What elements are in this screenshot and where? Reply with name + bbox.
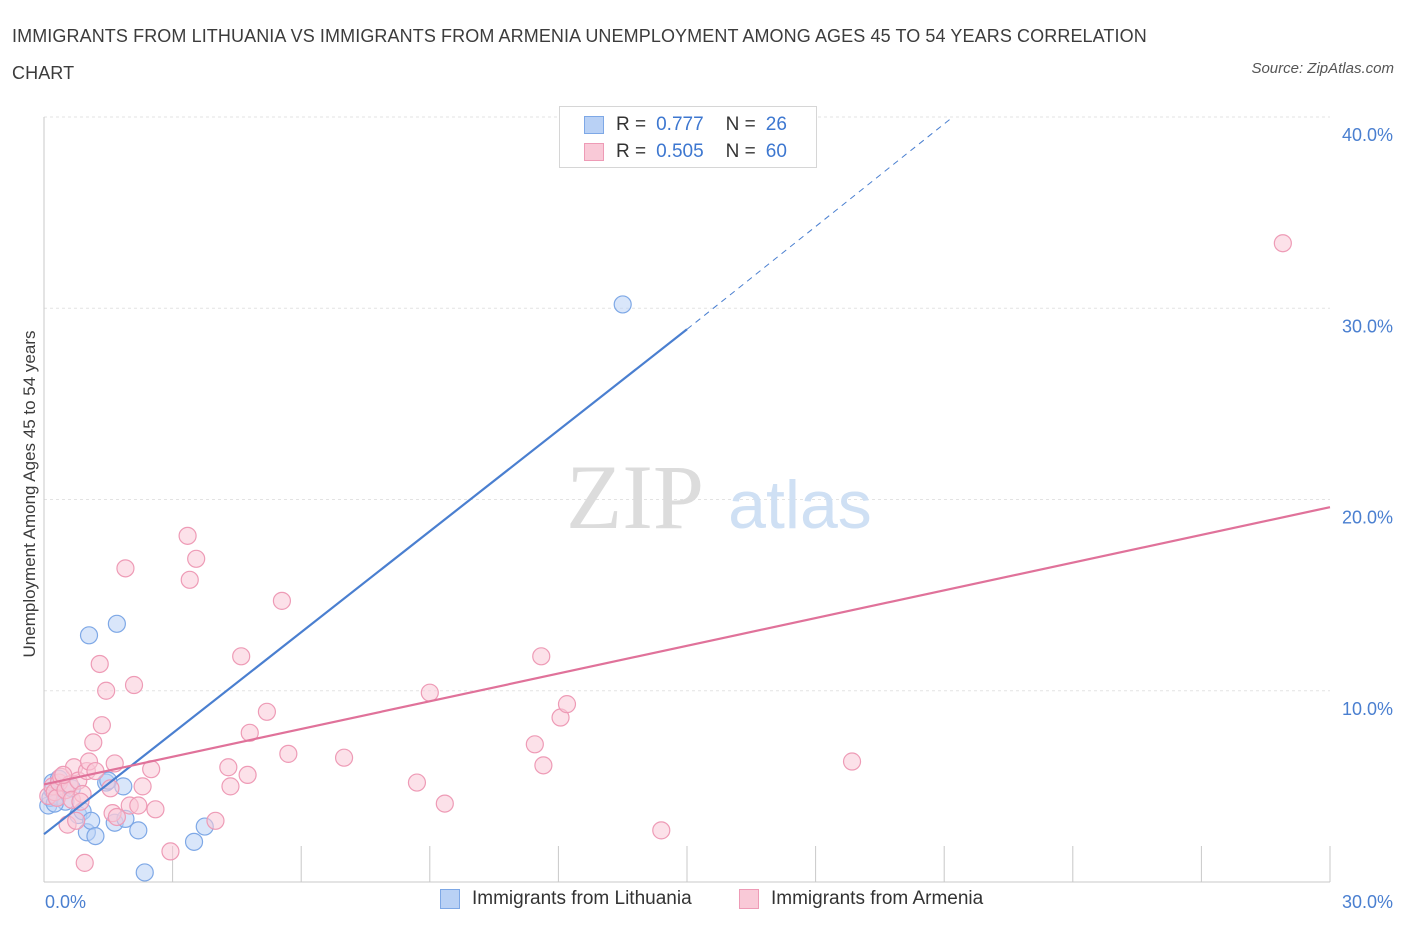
data-point [124, 675, 144, 695]
series-armenia-points [39, 234, 1292, 872]
r-label: R = [616, 114, 647, 135]
stats-swatch-lithuania [584, 116, 604, 134]
data-point [133, 777, 152, 796]
data-point [532, 647, 551, 666]
data-point [71, 792, 90, 811]
data-point [206, 811, 225, 830]
y-tick-label: 10.0% [1342, 699, 1393, 719]
stats-swatch-armenia [584, 143, 604, 161]
legend-swatch-lithuania [440, 889, 460, 909]
chart-title: IMMIGRANTS FROM LITHUANIA VS IMMIGRANTS … [12, 26, 1147, 83]
data-point [92, 716, 111, 735]
stats-row-armenia: R = 0.505 N = 60 [584, 138, 787, 166]
data-point [525, 735, 544, 754]
data-point [178, 526, 197, 545]
n-label: N = [725, 141, 756, 162]
r-value: 0.505 [656, 141, 704, 162]
data-point [146, 800, 165, 819]
legend-swatch-armenia [739, 889, 759, 909]
legend-item-armenia[interactable]: Immigrants from Armenia [739, 888, 983, 910]
r-label: R = [616, 141, 647, 162]
data-point [79, 626, 99, 645]
data-point [86, 826, 105, 846]
data-point [613, 295, 632, 314]
data-point [97, 681, 116, 700]
y-tick-label: 20.0% [1342, 508, 1393, 528]
stats-box: R = 0.777 N = 26 R = 0.505 N = 60 [559, 106, 817, 168]
stats-row-lithuania: R = 0.777 N = 26 [584, 111, 787, 139]
data-point [1273, 234, 1292, 253]
data-point [435, 794, 454, 813]
watermark-zip: ZIP [566, 446, 704, 548]
n-value: 26 [765, 114, 787, 135]
data-point [90, 654, 109, 674]
y-tick-label: 40.0% [1342, 125, 1393, 145]
data-point [232, 647, 251, 666]
data-point [116, 559, 135, 578]
data-point [257, 702, 277, 721]
legend-label-armenia: Immigrants from Armenia [771, 888, 984, 909]
x-tick-label: 30.0% [1342, 892, 1393, 912]
data-point [219, 758, 238, 777]
data-point [420, 683, 439, 702]
data-point [84, 733, 103, 752]
data-point [240, 723, 259, 742]
data-point [67, 811, 86, 830]
data-point [557, 695, 577, 714]
tick-labels: 10.0% 20.0% 30.0% 40.0% 0.0% 30.0% [45, 125, 1393, 912]
data-point [842, 752, 862, 771]
legend: Immigrants from Lithuania Immigrants fro… [0, 888, 1406, 916]
data-point [279, 744, 298, 763]
data-point [135, 863, 154, 882]
data-point [652, 821, 671, 840]
data-point [534, 756, 553, 775]
data-point [238, 765, 257, 785]
data-point [407, 773, 427, 792]
trend-line-extension [686, 116, 954, 330]
n-label: N = [725, 114, 756, 135]
gridlines [44, 116, 1330, 692]
data-point [161, 842, 180, 861]
source-label: Source: ZipAtlas.com [1251, 60, 1394, 77]
data-point [107, 807, 126, 827]
data-point [180, 570, 199, 589]
data-point [129, 796, 148, 815]
axes [43, 117, 1331, 883]
trend-line-lithuania [43, 328, 688, 836]
legend-label-lithuania: Immigrants from Lithuania [472, 888, 692, 909]
x-tick-label: 0.0% [45, 892, 86, 912]
series-lithuania-points [39, 295, 632, 882]
data-point [75, 853, 94, 872]
watermark-atlas: atlas [728, 467, 872, 543]
data-point [184, 832, 204, 851]
legend-item-lithuania[interactable]: Immigrants from Lithuania [440, 888, 692, 910]
data-point [221, 777, 240, 796]
trend-lines [43, 116, 1331, 836]
watermark: ZIP atlas [566, 446, 872, 548]
data-point [334, 748, 354, 767]
r-value: 0.777 [656, 114, 704, 135]
data-point [129, 821, 148, 840]
n-value: 60 [765, 141, 787, 162]
data-point [107, 614, 126, 633]
trend-line-armenia [43, 506, 1331, 786]
data-point [187, 549, 206, 568]
y-tick-label: 30.0% [1342, 316, 1393, 336]
data-point [272, 591, 292, 610]
